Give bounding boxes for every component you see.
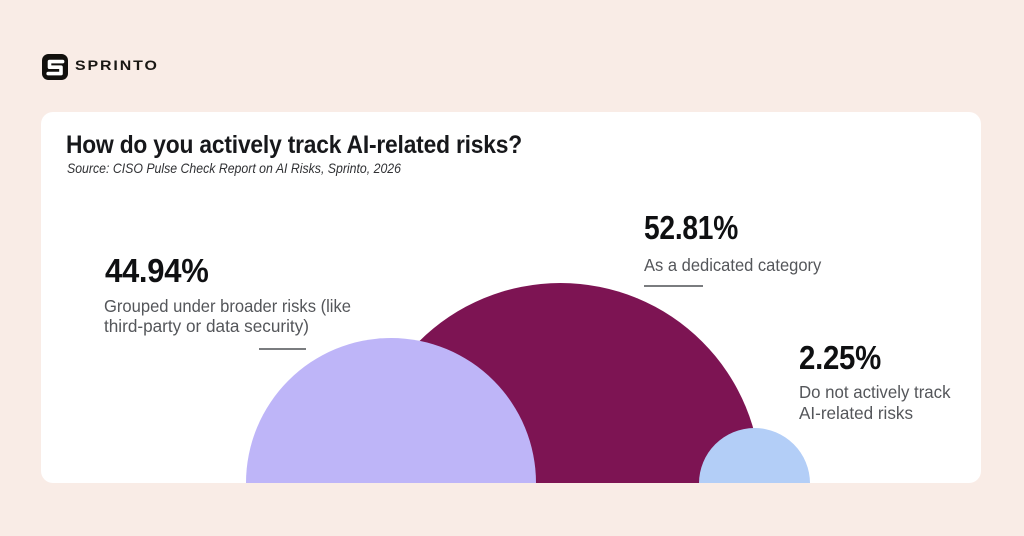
chart-card: How do you actively track AI-related ris…	[41, 112, 981, 483]
stat-dedicated-category-label: As a dedicated category	[644, 254, 822, 275]
stat-dedicated-category-underline	[644, 284, 703, 287]
chart-title: How do you actively track AI-related ris…	[66, 132, 522, 159]
sprinto-wordmark: SPRINTO	[75, 58, 159, 74]
stat-broader-risks-value: 44.94%	[105, 253, 209, 290]
stat-broader-risks-underline	[259, 347, 306, 350]
stat-no-tracking-value: 2.25%	[799, 340, 882, 377]
chart-source: Source: CISO Pulse Check Report on AI Ri…	[67, 160, 401, 176]
sprinto-logo: SPRINTO	[42, 54, 157, 80]
stat-broader-risks-label: Grouped under broader risks (like third-p…	[104, 295, 351, 337]
sprinto-s-icon	[42, 54, 68, 80]
stat-no-tracking-label: Do not actively track AI-related risks	[799, 382, 951, 424]
stat-dedicated-category-value: 52.81%	[644, 210, 739, 247]
